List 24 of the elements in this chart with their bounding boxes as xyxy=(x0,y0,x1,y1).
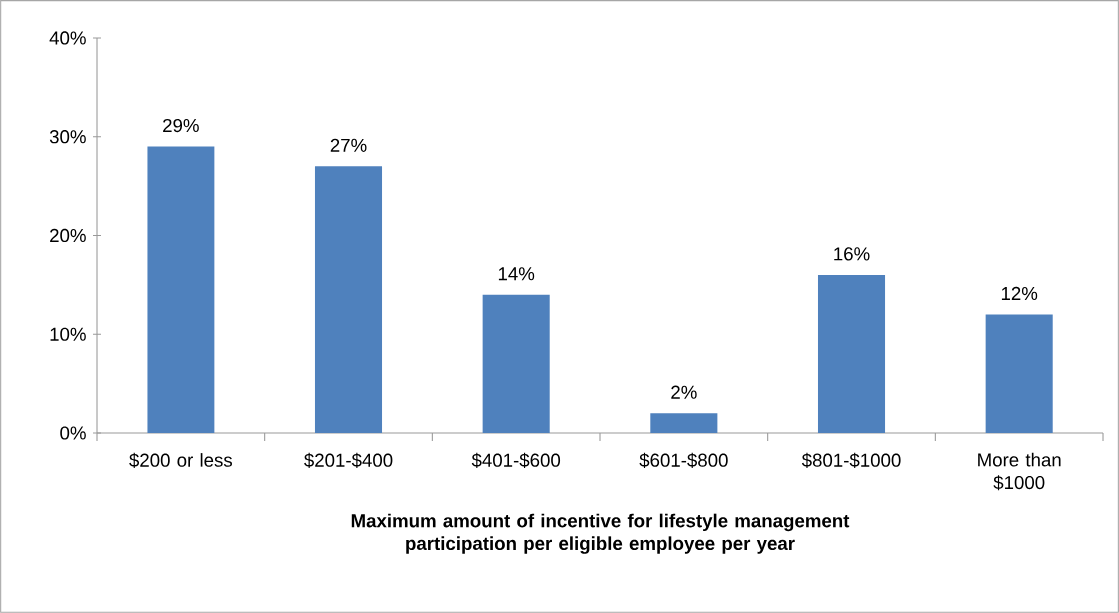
x-tick-label: $401-$600 xyxy=(471,452,561,468)
bar xyxy=(650,413,718,433)
data-label: 27% xyxy=(330,138,367,152)
y-tick-label: 20% xyxy=(50,228,86,243)
x-axis-title: Maximum amount of incentive for lifestyle management participation per eligible employee per year xyxy=(351,513,850,554)
x-tick-label: $801-$1000 xyxy=(801,452,901,468)
x-tick-label: More than $1000 xyxy=(978,452,1061,491)
y-tick-label: 10% xyxy=(50,327,86,341)
data-label: 16% xyxy=(834,247,870,261)
y-tick-label: 0% xyxy=(60,426,86,440)
x-tick-label: $201-$400 xyxy=(304,452,393,468)
y-tick-label: 40% xyxy=(49,31,86,45)
y-tick-label: 30% xyxy=(49,130,86,144)
data-label: 14% xyxy=(498,267,535,281)
x-tick-label: $200 or less xyxy=(129,452,233,468)
bar xyxy=(985,314,1053,433)
data-label: 29% xyxy=(163,118,199,133)
bar xyxy=(482,294,550,433)
data-label: 12% xyxy=(1001,286,1038,301)
x-tick-label: $601-$800 xyxy=(639,452,728,468)
bar xyxy=(817,275,886,433)
data-label: 2% xyxy=(671,385,697,399)
bar xyxy=(314,166,383,433)
bar xyxy=(147,146,215,433)
